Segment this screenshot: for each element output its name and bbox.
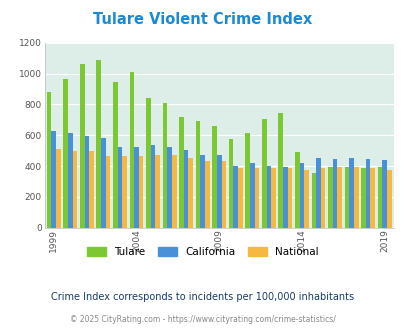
Text: Tulare Violent Crime Index: Tulare Violent Crime Index: [93, 12, 312, 26]
Bar: [162, 103, 167, 228]
Bar: [72, 151, 77, 228]
Bar: [327, 167, 332, 228]
Bar: [179, 117, 183, 228]
Bar: [365, 159, 370, 228]
Bar: [84, 136, 89, 228]
Legend: Tulare, California, National: Tulare, California, National: [87, 247, 318, 257]
Bar: [216, 155, 221, 228]
Bar: [233, 166, 237, 228]
Bar: [299, 163, 303, 228]
Bar: [212, 126, 216, 228]
Bar: [221, 161, 226, 228]
Bar: [282, 167, 287, 228]
Bar: [337, 167, 341, 228]
Bar: [171, 154, 176, 228]
Bar: [122, 156, 127, 228]
Bar: [63, 79, 68, 228]
Bar: [360, 168, 365, 228]
Bar: [237, 168, 242, 228]
Bar: [303, 170, 308, 228]
Bar: [129, 72, 134, 228]
Bar: [271, 168, 275, 228]
Bar: [150, 145, 155, 228]
Bar: [89, 151, 94, 228]
Bar: [167, 147, 171, 228]
Bar: [68, 133, 72, 228]
Bar: [113, 82, 117, 228]
Bar: [382, 160, 386, 228]
Bar: [51, 131, 56, 228]
Bar: [183, 150, 188, 228]
Bar: [134, 147, 139, 228]
Bar: [117, 147, 122, 228]
Bar: [370, 168, 374, 228]
Bar: [139, 156, 143, 228]
Bar: [249, 163, 254, 228]
Bar: [195, 121, 200, 228]
Bar: [348, 158, 353, 228]
Bar: [80, 64, 84, 228]
Bar: [320, 168, 325, 228]
Bar: [353, 167, 358, 228]
Bar: [205, 161, 209, 228]
Bar: [155, 155, 160, 228]
Bar: [188, 158, 193, 228]
Bar: [377, 167, 382, 228]
Bar: [105, 156, 110, 228]
Bar: [200, 155, 205, 228]
Bar: [266, 166, 271, 228]
Bar: [146, 98, 150, 228]
Bar: [344, 167, 348, 228]
Bar: [261, 119, 266, 228]
Text: © 2025 CityRating.com - https://www.cityrating.com/crime-statistics/: © 2025 CityRating.com - https://www.city…: [70, 315, 335, 324]
Bar: [47, 92, 51, 228]
Bar: [245, 133, 249, 228]
Bar: [228, 139, 233, 228]
Bar: [315, 158, 320, 228]
Bar: [332, 159, 337, 228]
Bar: [278, 113, 282, 228]
Bar: [254, 168, 259, 228]
Bar: [287, 168, 292, 228]
Bar: [96, 60, 101, 228]
Bar: [294, 152, 299, 228]
Bar: [386, 170, 391, 228]
Bar: [311, 173, 315, 228]
Text: Crime Index corresponds to incidents per 100,000 inhabitants: Crime Index corresponds to incidents per…: [51, 292, 354, 302]
Bar: [56, 149, 61, 228]
Bar: [101, 138, 105, 228]
